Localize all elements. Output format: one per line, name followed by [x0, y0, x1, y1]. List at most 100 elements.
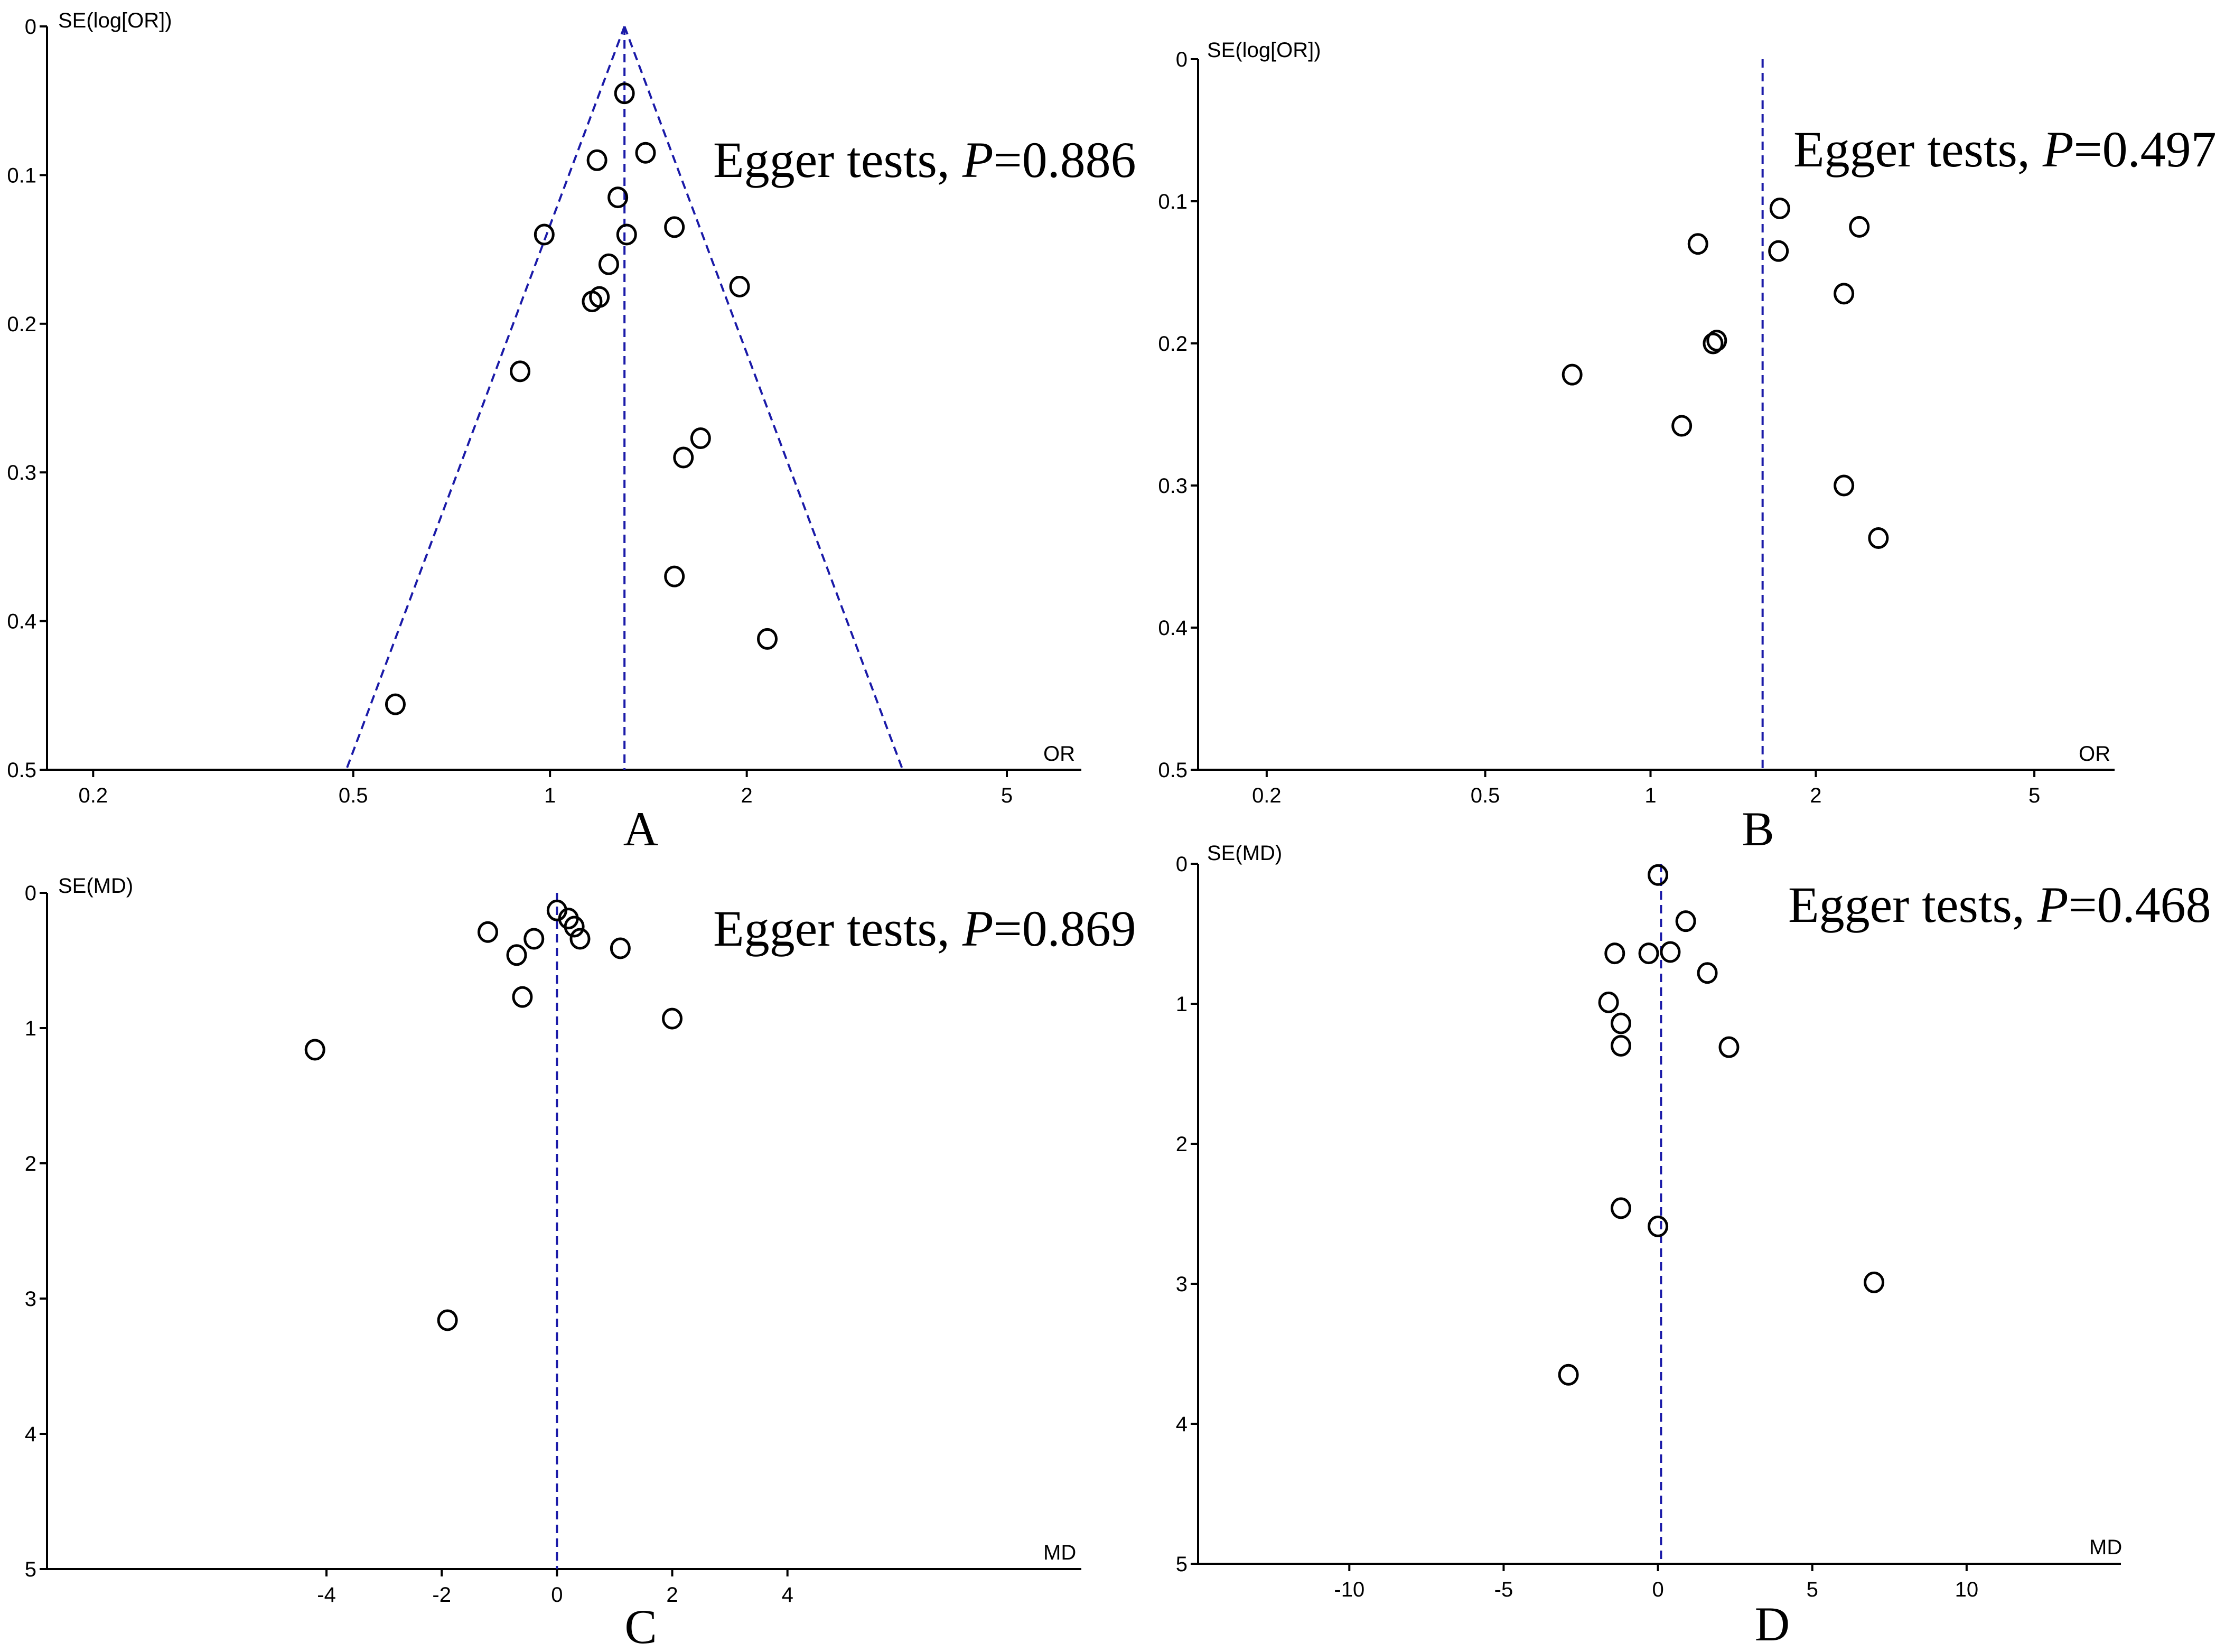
y-tick-label: 3 — [25, 1287, 36, 1311]
x-axis-title: OR — [2079, 742, 2110, 766]
y-tick-label: 0 — [1176, 853, 1188, 876]
panel-a: 0 0.1 0.2 0.3 0.4 0.5 0.2 0.5 1 2 5 SE(log[OR]) OR Eg… — [7, 9, 1136, 856]
egger-prefix: Egger tests, — [713, 900, 962, 957]
study-point — [1638, 942, 1659, 965]
y-tick-label: 0 — [25, 882, 36, 905]
x-tick-label: 0.2 — [1252, 784, 1282, 807]
study-point — [729, 275, 750, 297]
study-point — [1769, 197, 1790, 219]
study-point — [437, 1309, 458, 1331]
study-point — [607, 186, 629, 209]
x-tick-label: 0.5 — [1471, 784, 1500, 807]
study-point — [662, 1007, 683, 1030]
study-point — [598, 253, 619, 275]
study-point — [1610, 1012, 1631, 1034]
y-tick-label: 0 — [1176, 48, 1188, 71]
y-axis-title: SE(log[OR]) — [1207, 39, 1321, 62]
x-tick-label: 0 — [551, 1583, 563, 1607]
x-tick-label: -2 — [432, 1583, 451, 1607]
y-tick-label: 3 — [1176, 1273, 1188, 1296]
panel-d: 0 1 2 3 4 5 -10 -5 0 5 10 SE(MD) MD Egger tests, P=0.… — [1176, 842, 2211, 1651]
egger-p-symbol: P — [2042, 121, 2074, 178]
x-tick-label: -10 — [1334, 1578, 1364, 1601]
y-tick-label: 0.5 — [7, 759, 36, 782]
y-tick-label: 2 — [25, 1152, 36, 1175]
x-tick-label: -4 — [317, 1583, 336, 1607]
egger-p-value: =0.497 — [2074, 121, 2217, 178]
x-tick-label: 4 — [782, 1583, 793, 1607]
x-tick-label: 2 — [1810, 784, 1821, 807]
y-axis-title: SE(MD) — [58, 874, 133, 898]
y-tick-label: 2 — [1176, 1133, 1188, 1156]
egger-p-value: =0.869 — [994, 900, 1136, 957]
y-tick-label: 1 — [25, 1017, 36, 1040]
study-point — [1834, 474, 1855, 497]
study-point — [304, 1039, 325, 1061]
y-tick-label: 5 — [25, 1558, 36, 1581]
x-tick-label: -5 — [1494, 1578, 1513, 1601]
study-point — [582, 291, 603, 313]
study-point — [1675, 910, 1696, 932]
study-point — [1697, 962, 1718, 984]
study-point — [673, 446, 694, 469]
study-point — [1718, 1036, 1740, 1058]
y-tick-label: 0.3 — [7, 461, 36, 484]
x-tick-label: 2 — [741, 784, 753, 807]
study-point — [477, 921, 498, 943]
study-point — [510, 360, 531, 382]
study-point — [564, 916, 585, 938]
y-tick-label: 0.5 — [1158, 759, 1188, 782]
study-point — [1562, 363, 1583, 386]
study-point — [1660, 941, 1681, 963]
study-point — [534, 223, 555, 246]
study-point — [1610, 1197, 1631, 1219]
egger-p-value: =0.468 — [2069, 876, 2211, 933]
egger-prefix: Egger tests, — [1793, 121, 2043, 178]
egger-prefix: Egger tests, — [1788, 876, 2037, 933]
y-axis-title: SE(MD) — [1207, 842, 1282, 865]
egger-test-annotation: Egger tests, P=0.497 — [1793, 121, 2217, 178]
study-point — [586, 149, 607, 171]
study-point — [1604, 942, 1625, 965]
egger-test-annotation: Egger tests, P=0.886 — [713, 132, 1136, 188]
x-tick-label: 2 — [666, 1583, 678, 1607]
x-tick-label: 5 — [2028, 784, 2040, 807]
panel-c: 0 1 2 3 4 5 -4 -2 0 2 4 SE(MD) MD Egger tests, P=0.86… — [25, 874, 1136, 1652]
panel-letter: D — [1755, 1597, 1790, 1651]
study-point — [385, 693, 406, 715]
x-tick-label: 1 — [1644, 784, 1656, 807]
y-tick-label: 4 — [1176, 1413, 1188, 1436]
panel-b: 0 0.1 0.2 0.3 0.4 0.5 0.2 0.5 1 2 5 SE(log[OR]) OR Eg… — [1158, 39, 2216, 856]
study-point — [1648, 1215, 1669, 1237]
study-point — [616, 223, 637, 246]
study-point — [1558, 1364, 1579, 1386]
y-tick-label: 5 — [1176, 1553, 1188, 1576]
study-point — [569, 928, 591, 950]
x-axis-title: MD — [1043, 1541, 1076, 1564]
x-tick-label: 1 — [544, 784, 556, 807]
y-tick-label: 0.2 — [7, 313, 36, 336]
study-point — [610, 937, 631, 959]
panel-letter: B — [1742, 802, 1774, 856]
x-tick-label: 5 — [1807, 1578, 1818, 1601]
funnel-right-limit — [623, 26, 904, 770]
x-axis-title: MD — [2089, 1536, 2122, 1559]
study-point — [1868, 527, 1889, 549]
study-point — [1648, 864, 1669, 886]
study-point — [1706, 330, 1727, 352]
x-tick-label: 0 — [1652, 1578, 1663, 1601]
y-axis-title: SE(log[OR]) — [58, 9, 172, 32]
study-point — [1849, 216, 1870, 238]
y-tick-label: 0.1 — [1158, 190, 1188, 213]
y-tick-label: 0.1 — [7, 164, 36, 187]
egger-p-symbol: P — [2037, 876, 2069, 933]
y-tick-label: 0.4 — [7, 610, 36, 633]
y-tick-label: 1 — [1176, 993, 1188, 1016]
y-tick-label: 0 — [25, 15, 36, 39]
study-point — [1703, 332, 1724, 354]
egger-test-annotation: Egger tests, P=0.468 — [1788, 876, 2211, 933]
egger-prefix: Egger tests, — [713, 132, 962, 188]
egger-p-value: =0.886 — [994, 132, 1136, 188]
study-point — [1864, 1271, 1885, 1293]
x-tick-label: 0.5 — [339, 784, 368, 807]
